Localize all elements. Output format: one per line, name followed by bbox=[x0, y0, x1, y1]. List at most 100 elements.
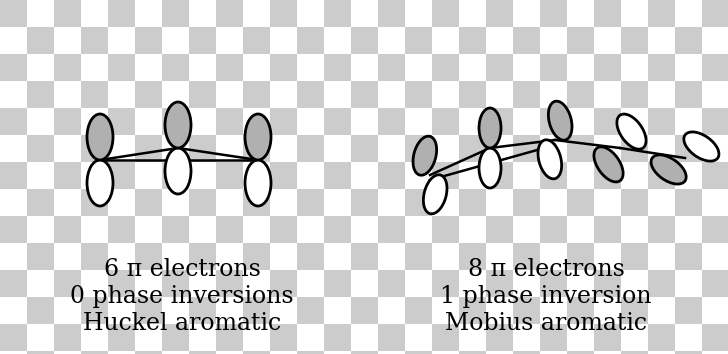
Bar bbox=[702, 216, 728, 243]
Bar bbox=[81, 351, 108, 354]
Bar bbox=[459, 189, 486, 216]
Bar bbox=[513, 135, 540, 162]
Bar bbox=[675, 297, 702, 324]
Bar bbox=[270, 108, 297, 135]
Bar bbox=[459, 135, 486, 162]
Bar bbox=[594, 216, 621, 243]
Bar bbox=[81, 27, 108, 54]
Bar bbox=[405, 243, 432, 270]
Bar bbox=[189, 81, 216, 108]
Bar bbox=[567, 297, 594, 324]
Bar bbox=[567, 189, 594, 216]
Bar bbox=[648, 216, 675, 243]
Bar bbox=[702, 324, 728, 351]
Bar bbox=[162, 108, 189, 135]
Bar bbox=[405, 27, 432, 54]
Bar bbox=[513, 351, 540, 354]
Bar bbox=[243, 243, 270, 270]
Bar bbox=[270, 162, 297, 189]
Bar bbox=[54, 108, 81, 135]
Text: Mobius aromatic: Mobius aromatic bbox=[445, 312, 647, 335]
Bar bbox=[621, 27, 648, 54]
Ellipse shape bbox=[479, 108, 501, 148]
Bar bbox=[162, 162, 189, 189]
Bar bbox=[594, 270, 621, 297]
Bar bbox=[135, 135, 162, 162]
Ellipse shape bbox=[651, 155, 687, 184]
Bar bbox=[351, 297, 378, 324]
Bar bbox=[243, 189, 270, 216]
Bar bbox=[567, 27, 594, 54]
Bar bbox=[432, 216, 459, 243]
Bar bbox=[162, 324, 189, 351]
Ellipse shape bbox=[87, 114, 113, 160]
Bar bbox=[378, 324, 405, 351]
Bar bbox=[54, 0, 81, 27]
Bar bbox=[351, 189, 378, 216]
Bar bbox=[162, 216, 189, 243]
Bar bbox=[567, 351, 594, 354]
Bar bbox=[135, 351, 162, 354]
Bar bbox=[378, 162, 405, 189]
Bar bbox=[270, 324, 297, 351]
Bar bbox=[621, 243, 648, 270]
Bar bbox=[189, 27, 216, 54]
Bar bbox=[108, 0, 135, 27]
Bar bbox=[459, 243, 486, 270]
Bar bbox=[540, 54, 567, 81]
Bar bbox=[432, 324, 459, 351]
Bar bbox=[675, 189, 702, 216]
Bar bbox=[27, 81, 54, 108]
Bar bbox=[27, 27, 54, 54]
Bar bbox=[675, 81, 702, 108]
Bar bbox=[135, 27, 162, 54]
Bar bbox=[270, 0, 297, 27]
Bar bbox=[459, 297, 486, 324]
Bar bbox=[378, 54, 405, 81]
Ellipse shape bbox=[538, 140, 561, 179]
Bar bbox=[243, 27, 270, 54]
Bar bbox=[594, 324, 621, 351]
Bar bbox=[540, 216, 567, 243]
Bar bbox=[378, 108, 405, 135]
Bar bbox=[324, 108, 351, 135]
Bar bbox=[216, 216, 243, 243]
Bar bbox=[243, 297, 270, 324]
Bar bbox=[432, 108, 459, 135]
Bar bbox=[351, 351, 378, 354]
Bar bbox=[189, 189, 216, 216]
Bar bbox=[243, 81, 270, 108]
Bar bbox=[405, 135, 432, 162]
Bar bbox=[108, 270, 135, 297]
Bar bbox=[513, 189, 540, 216]
Bar bbox=[432, 270, 459, 297]
Bar bbox=[621, 189, 648, 216]
Bar bbox=[594, 162, 621, 189]
Bar bbox=[324, 162, 351, 189]
Bar bbox=[351, 27, 378, 54]
Bar bbox=[351, 135, 378, 162]
Bar bbox=[675, 243, 702, 270]
Bar bbox=[54, 162, 81, 189]
Bar bbox=[297, 81, 324, 108]
Bar bbox=[405, 351, 432, 354]
Bar bbox=[216, 162, 243, 189]
Bar bbox=[405, 297, 432, 324]
Bar bbox=[0, 324, 27, 351]
Bar bbox=[81, 81, 108, 108]
Ellipse shape bbox=[424, 175, 447, 214]
Ellipse shape bbox=[245, 114, 271, 160]
Bar bbox=[648, 324, 675, 351]
Ellipse shape bbox=[165, 148, 191, 194]
Bar bbox=[594, 0, 621, 27]
Bar bbox=[486, 270, 513, 297]
Ellipse shape bbox=[684, 132, 719, 161]
Bar bbox=[702, 270, 728, 297]
Bar bbox=[216, 108, 243, 135]
Bar bbox=[54, 324, 81, 351]
Bar bbox=[0, 54, 27, 81]
Bar bbox=[216, 0, 243, 27]
Text: 1 phase inversion: 1 phase inversion bbox=[440, 285, 652, 308]
Bar bbox=[297, 189, 324, 216]
Bar bbox=[27, 243, 54, 270]
